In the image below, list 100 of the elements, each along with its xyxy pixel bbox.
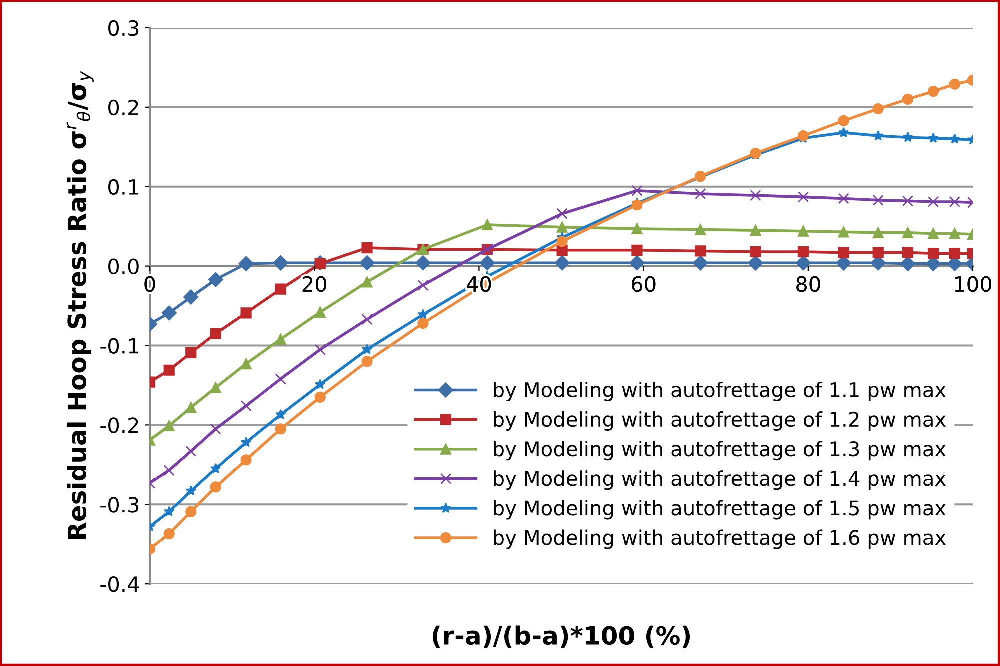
x-tick-label: 40 [466,276,492,292]
point [928,86,940,98]
point [362,356,373,368]
point [902,196,914,207]
point [418,280,429,291]
point [902,132,914,142]
point [314,306,326,318]
point [480,256,495,271]
point [164,464,175,476]
point [275,424,286,435]
point [275,374,286,385]
point [360,256,375,271]
point [630,256,645,271]
point [186,486,196,496]
x-tick-label: 20 [302,276,326,292]
point [554,256,570,271]
point [872,103,884,115]
point [632,200,643,211]
point [902,247,914,258]
point [362,344,373,354]
point [210,463,222,474]
point [314,344,326,356]
point [838,226,850,238]
point [872,227,884,238]
point [872,247,884,258]
point [949,196,960,208]
point [632,244,643,256]
y-tick-label: 0.2 [108,100,138,116]
point [184,290,199,305]
point [873,130,884,141]
point [695,188,706,200]
x-tick-label: 100 [955,276,992,292]
point [210,382,222,394]
point [240,437,252,448]
point [838,115,850,126]
point [186,506,197,518]
point [695,224,706,236]
point [750,190,762,202]
y-tick-label: -0.3 [100,497,139,513]
point [164,420,175,432]
point [162,306,177,321]
point [750,225,762,236]
point [556,236,568,248]
x-axis-title: (r-a)/(b-a)*100 (%) [432,626,690,648]
point [273,256,288,271]
legend-label: by Modeling with autofrettage of 1.4 pw max [494,470,946,490]
point [798,226,810,237]
point [314,392,326,403]
x-tick-label: 0 [144,276,156,292]
point [416,256,431,271]
point [164,364,175,376]
point [949,248,960,260]
point [210,424,222,435]
point [693,256,708,271]
point [798,192,810,203]
point [950,134,960,144]
point [186,446,197,457]
point [240,454,252,466]
point [838,247,850,258]
point [632,185,643,196]
legend-label: by Modeling with autofrettage of 1.6 pw max [494,530,946,550]
point [902,94,914,106]
point [164,506,175,516]
point [164,528,175,540]
point [798,130,810,142]
point [556,208,568,220]
point [210,328,222,340]
point [275,284,286,295]
point [186,347,197,358]
point [275,334,286,345]
point [928,228,940,240]
point [838,127,850,138]
legend-label: by Modeling with autofrettage of 1.2 pw max [494,412,946,432]
y-tick-label: 0.3 [108,20,139,36]
point [418,309,429,320]
y-axis-title: Residual Hoop Stress Ratio σ$^{r}$$_{θ}$/σ$_{y}$ [66,71,94,540]
point [748,256,764,271]
y-tick-label: -0.4 [100,576,140,592]
point [208,272,224,288]
point [928,132,939,144]
point [632,223,643,235]
point [949,78,960,90]
y-tick-label: -0.1 [100,338,138,354]
legend-label: by Modeling with autofrettage of 1.5 pw max [494,500,946,520]
point [210,482,222,493]
point [872,194,884,206]
point [240,358,252,370]
point [928,196,940,208]
point [315,379,326,390]
point [362,242,373,254]
point [900,256,916,272]
point [418,318,429,330]
x-tick-label: 80 [796,276,820,292]
point [695,246,706,257]
y-tick-label: 0.1 [108,179,138,196]
point [240,308,252,319]
point [750,246,762,258]
point [186,402,197,414]
point [798,246,810,258]
point [238,256,254,272]
